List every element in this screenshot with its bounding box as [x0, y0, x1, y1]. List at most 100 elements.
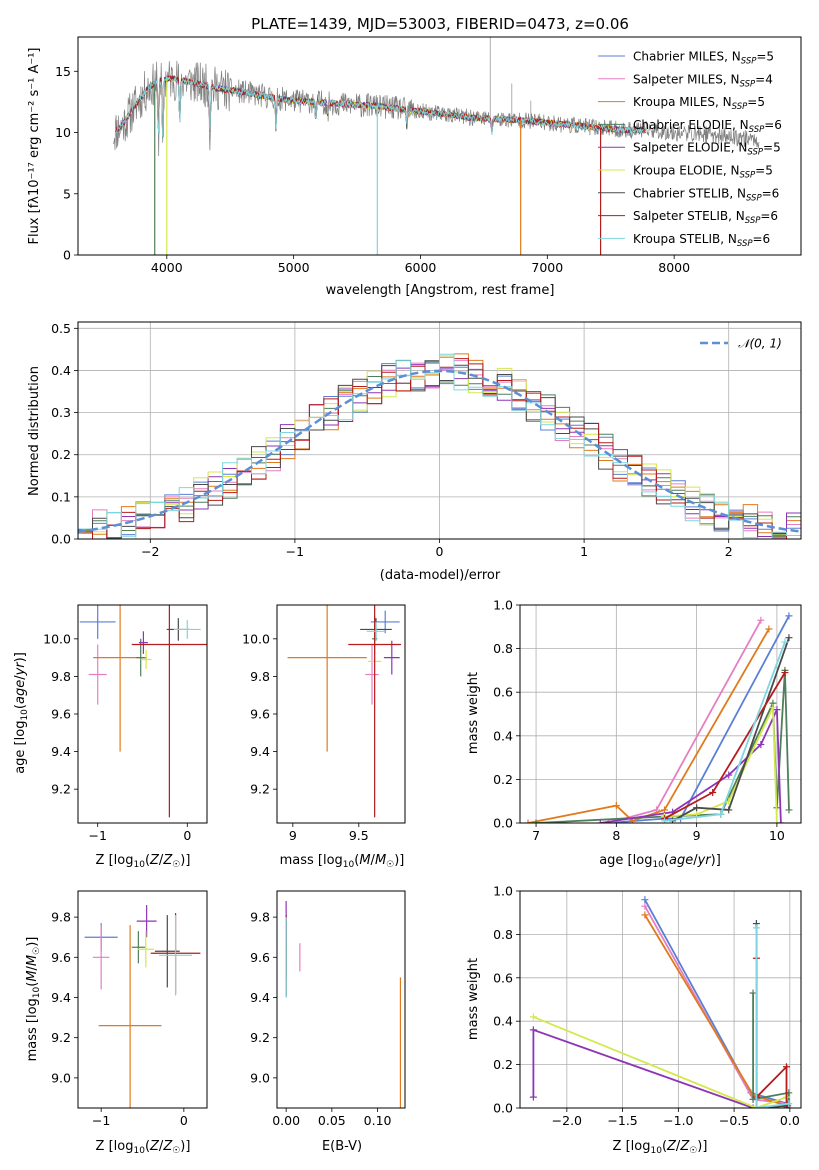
weight_vs_age-marker-2-3: [661, 806, 669, 814]
legend-entry-sub-8: SSP: [737, 239, 753, 249]
weight_vs_age-ytick-label-5: 1.0: [493, 598, 513, 613]
age-vs-mass-xlabel: mass [log10(M/M☉)]: [280, 853, 405, 870]
weight_vs_Z-series-8: [755, 927, 789, 1108]
weight_vs_age-marker-8-2: [781, 638, 789, 646]
weight_vs_age-xtick-label-2: 9: [693, 828, 701, 843]
legend-entry-sub-7: SSP: [745, 216, 761, 226]
spectrum-plot-area: [113, 37, 760, 255]
weight_vs_Z-marker-3-0: [749, 989, 757, 997]
legend-entry-sub-0: SSP: [741, 57, 757, 67]
mass_vs_EBV-frame: [276, 890, 406, 1109]
spectrum-xlabel: wavelength [Angstrom, rest frame]: [326, 283, 555, 298]
age_vs_Z-ytick-label-3: 9.8: [51, 669, 71, 684]
weight_vs_Z-marker-8-2: [785, 1100, 793, 1108]
residuals-ytick-label-1: 0.1: [51, 489, 71, 504]
weight_vs_Z-ytick-label-1: 0.2: [493, 1057, 513, 1072]
weight_vs_Z-marker-4-0: [529, 1093, 537, 1101]
age-vs-z-xlabel: Z [log10(Z/Z☉)]: [96, 853, 191, 870]
legend-entry-1: Salpeter MILES, NSSP=4: [633, 72, 773, 89]
weight_vs_age-ytick-label-0: 0.0: [493, 816, 513, 831]
weight_vs_age-ytick-label-4: 0.8: [493, 641, 513, 656]
weight_vs_Z-marker-8-1: [752, 1104, 760, 1108]
weight_vs_age-marker-6-1: [693, 804, 701, 812]
legend-entry-7: Salpeter STELIB, NSSP=6: [633, 209, 778, 226]
legend-entry-0: Chabrier MILES, NSSP=5: [633, 50, 774, 67]
mass_vs_EBV-plot-area: [285, 901, 402, 1108]
age_vs_mass-plot-area: [287, 605, 402, 818]
weight_vs_Z-marker-1-0: [641, 902, 649, 910]
mass_vs_EBV-xtick-label-1: 0.05: [318, 1113, 346, 1128]
weight_vs_age-series-6: [672, 637, 790, 822]
weight_vs_Z-marker-5-0: [529, 1013, 537, 1021]
age_vs_Z-xtick-label-0: −1: [88, 828, 106, 843]
residuals-xtick-label-2: 0: [436, 544, 444, 559]
weight-vs-z-panel: mass weight Z [log10(Z/Z☉)] −2.0 −1.5 −1.0…: [466, 884, 802, 1156]
age_vs_mass-xtick-label-0: 9: [289, 828, 297, 843]
weight_vs_age-marker-5-3: [769, 703, 777, 711]
age-vs-z-ylabel: age [log10(age/yr)]: [13, 652, 30, 774]
residuals-ytick-label-5: 0.5: [51, 321, 71, 336]
weight_vs_age-ytick-label-3: 0.6: [493, 685, 513, 700]
weight_vs_age-marker-6-3: [785, 634, 793, 642]
mass_vs_Z-ytick-label-3: 9.6: [51, 950, 71, 965]
age_vs_Z-plot-area: [79, 605, 207, 818]
weight_vs_age-marker-6-2: [725, 806, 733, 814]
age_vs_Z-xtick-label-1: 0: [183, 828, 191, 843]
legend-entry-sub-3: SSP: [749, 125, 765, 135]
age_vs_Z-ytick-label-1: 9.4: [51, 744, 71, 759]
mass_vs_Z-xtick-label-0: −1: [92, 1113, 110, 1128]
age_vs_mass-ytick-label-1: 9.4: [250, 744, 270, 759]
weight_vs_Z-series-0: [644, 899, 788, 1105]
age_vs_mass-ytick-label-3: 9.8: [250, 669, 270, 684]
weight_vs_Z-series-7: [755, 958, 788, 1108]
weight_vs_age-marker-8-0: [661, 817, 669, 823]
weight_vs_Z-marker-8-0: [752, 924, 760, 932]
weight_vs_Z-series-5: [533, 1016, 787, 1108]
spectrum-ytick-label-2: 10: [55, 125, 71, 140]
age_vs_Z-ytick-label-4: 10.0: [43, 631, 71, 646]
weight-vs-z-xlabel: Z [log10(Z/Z☉)]: [613, 1139, 708, 1156]
weight_vs_age-series-1: [608, 619, 762, 823]
weight-vs-age-xlabel: age [log10(age/yr)]: [599, 853, 721, 870]
spectrum-xtick-label-2: 6000: [405, 260, 437, 275]
figure-title: PLATE=1439, MJD=53003, FIBERID=0473, z=0…: [251, 15, 629, 33]
spectrum-xtick-label-3: 7000: [531, 260, 563, 275]
legend-entry-sub-6: SSP: [746, 193, 762, 203]
weight-vs-age-panel: mass weight age [log10(age/yr)] 7 8 9 10 0.0…: [466, 598, 802, 870]
legend-entry-8: Kroupa STELIB, NSSP=6: [633, 232, 770, 249]
weight_vs_age-marker-3-0: [532, 819, 540, 823]
weight_vs_age-xtick-label-0: 7: [532, 828, 540, 843]
mass_vs_Z-xtick-label-1: 0: [180, 1113, 188, 1128]
weight_vs_age-marker-7-2: [781, 669, 789, 677]
weight_vs_age-marker-4-2: [725, 771, 733, 779]
residuals-ytick-label-3: 0.3: [51, 405, 71, 420]
residuals-panel: (data-model)/error Normed distribution −…: [27, 321, 802, 583]
weight_vs_Z-xtick-label-2: −1.0: [663, 1113, 693, 1128]
legend-entry-n-2: =5: [747, 95, 765, 109]
weight_vs_age-marker-7-1: [709, 788, 717, 796]
weight_vs_Z-ytick-label-5: 1.0: [493, 884, 513, 899]
spectrum-ytick-label-0: 0: [63, 248, 71, 263]
residuals-ytick-label-0: 0.0: [51, 532, 71, 547]
legend-entry-6: Chabrier STELIB, NSSP=6: [633, 186, 779, 203]
mass_vs_Z-ytick-label-1: 9.2: [51, 1030, 71, 1045]
age_vs_mass-frame: [276, 604, 406, 824]
weight_vs_age-marker-2-1: [612, 802, 620, 810]
residuals-ylabel: Normed distribution: [27, 366, 42, 496]
weight_vs_Z-xtick-label-1: −1.5: [607, 1113, 637, 1128]
weight_vs_age-marker-4-3: [757, 741, 765, 749]
weight_vs_Z-xtick-label-4: 0.0: [780, 1113, 800, 1128]
weight_vs_Z-xtick-label-3: −0.5: [719, 1113, 749, 1128]
mass_vs_Z-plot-area: [84, 905, 201, 1108]
mass_vs_EBV-ytick-label-3: 9.6: [250, 950, 270, 965]
weight_vs_Z-ytick-label-0: 0.0: [493, 1101, 513, 1116]
mass_vs_EBV-ytick-label-4: 9.8: [250, 910, 270, 925]
weight_vs_age-frame: [519, 604, 802, 824]
mass-vs-z-xlabel: Z [log10(Z/Z☉)]: [96, 1139, 191, 1156]
mass_vs_EBV-xtick-label-0: 0.00: [272, 1113, 300, 1128]
residuals-ytick-label-4: 0.4: [51, 363, 71, 378]
legend-entry-n-0: =5: [756, 50, 774, 64]
weight_vs_Z-plot-area: [520, 891, 801, 1108]
age_vs_Z-ytick-label-0: 9.2: [51, 782, 71, 797]
residuals-xtick-label-0: −2: [141, 544, 159, 559]
